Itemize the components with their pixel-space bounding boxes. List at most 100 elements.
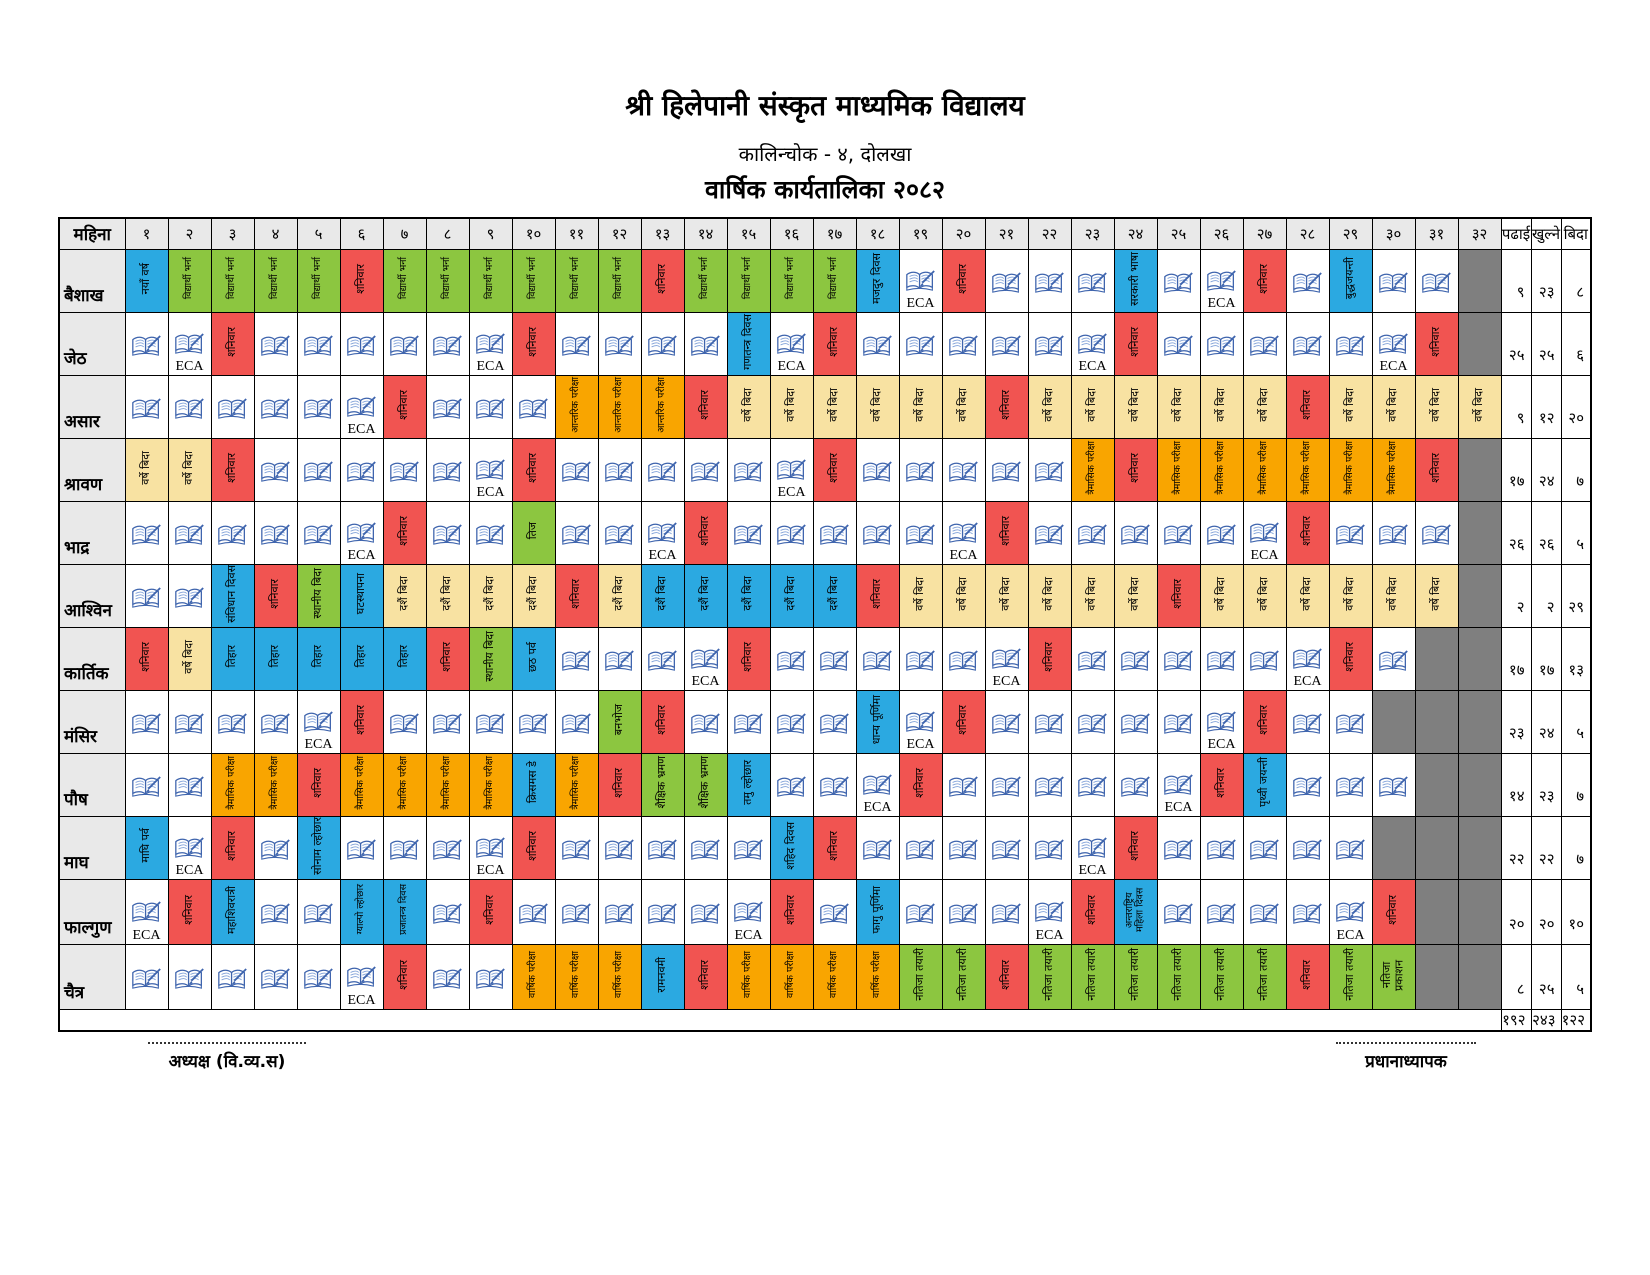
book-pen-icon <box>1163 334 1194 358</box>
eca-label: ECA <box>1293 673 1322 689</box>
exam-day-cell: त्रैमासिक परीक्षा <box>1285 437 1330 502</box>
school-day-cell <box>898 878 943 945</box>
activity-day-cell: विद्यार्थी भर्ना <box>468 248 513 313</box>
eca-label: ECA <box>734 927 763 943</box>
book-pen-icon <box>174 775 205 799</box>
saturday-cell: शनिवार <box>339 689 384 754</box>
khulne-value: २५ <box>1530 943 1562 1010</box>
activity-day-cell: नतिजा तयारी <box>941 943 986 1010</box>
book-pen-icon <box>1378 523 1409 547</box>
school-day-cell: ECA <box>1285 626 1330 691</box>
book-pen-icon <box>1034 712 1065 736</box>
day-label: वर्षे बिदा <box>1042 576 1056 611</box>
school-day-cell <box>597 626 642 691</box>
saturday-cell: शनिवार <box>984 943 1029 1010</box>
book-pen-icon <box>776 332 807 356</box>
day-label: तिहार <box>397 645 411 668</box>
school-day-cell <box>1113 500 1158 565</box>
day-label: शनिवार <box>870 578 884 609</box>
event-day-cell: शहिद दिवस <box>769 815 814 880</box>
day-label: तिहार <box>354 645 368 668</box>
day-number-header: ४ <box>253 217 298 250</box>
padhai-value: २६ <box>1500 500 1532 565</box>
school-day-cell <box>167 943 212 1010</box>
day-label: त्रैमासिक परीक्षा <box>1215 440 1227 495</box>
saturday-cell: शनिवार <box>812 437 857 502</box>
day-label: शनिवार <box>354 263 368 294</box>
school-day-cell <box>1070 689 1115 754</box>
day-number-header: १५ <box>726 217 771 250</box>
school-day-cell <box>468 943 513 1010</box>
activity-day-cell: नतिजा तयारी <box>1199 943 1244 1010</box>
activity-day-cell: विद्यार्थी भर्ना <box>597 248 642 313</box>
book-pen-icon <box>260 902 291 926</box>
school-day-cell <box>296 374 341 439</box>
school-day-cell <box>253 943 298 1010</box>
school-day-cell <box>124 689 169 754</box>
event-day-cell: संविधान दिवस <box>210 563 255 628</box>
school-day-cell: ECA <box>1242 500 1287 565</box>
day-number-header: १७ <box>812 217 857 250</box>
book-pen-icon <box>303 902 334 926</box>
school-day-cell <box>124 943 169 1010</box>
day-label: वर्षे बिदा <box>956 387 970 422</box>
day-label: शनिवार <box>225 326 239 357</box>
holiday-day-cell: वर्षे बिदा <box>812 374 857 439</box>
day-number-header: १९ <box>898 217 943 250</box>
book-pen-icon <box>1335 775 1366 799</box>
school-day-cell <box>1070 500 1115 565</box>
event-day-cell: क्रिसमस डे <box>511 752 556 817</box>
day-label: नतिजा तयारी <box>1128 948 1142 1001</box>
school-day-cell: ECA <box>1070 815 1115 880</box>
activity-day-cell: विद्यार्थी भर्ना <box>769 248 814 313</box>
saturday-cell: शनिवार <box>1113 815 1158 880</box>
day-label: त्रैमासिक परीक्षा <box>441 755 453 810</box>
book-pen-icon <box>561 712 592 736</box>
book-pen-icon <box>991 712 1022 736</box>
saturday-cell: शनिवार <box>382 943 427 1010</box>
day-label: शनिवार <box>268 578 282 609</box>
school-day-cell: ECA <box>726 878 771 945</box>
day-number-header: २९ <box>1328 217 1373 250</box>
day-label: शनिवार <box>483 894 497 925</box>
day-number-header: २७ <box>1242 217 1287 250</box>
day-label: वार्षिक परीक्षा <box>613 950 625 999</box>
book-pen-icon <box>905 710 936 734</box>
day-label: शनिवार <box>999 515 1013 546</box>
holiday-day-cell: वर्षे बिदा <box>167 626 212 691</box>
activity-day-cell: शैक्षिक भ्रमण <box>683 752 728 817</box>
school-day-cell <box>296 311 341 376</box>
event-day-cell: घटस्थापना <box>339 563 384 628</box>
school-day-cell: ECA <box>1070 311 1115 376</box>
book-pen-icon <box>1163 902 1194 926</box>
saturday-cell: शनिवार <box>726 626 771 691</box>
empty-day-cell <box>1457 563 1502 628</box>
book-pen-icon <box>475 523 506 547</box>
event-day-cell: माघि पर्व <box>124 815 169 880</box>
book-pen-icon <box>303 710 334 734</box>
exam-day-cell: त्रैमासिक परीक्षा <box>210 752 255 817</box>
book-pen-icon <box>776 775 807 799</box>
exam-day-cell: त्रैमासिक परीक्षा <box>1199 437 1244 502</box>
book-pen-icon <box>905 523 936 547</box>
holiday-day-cell: वर्षे बिदा <box>1242 563 1287 628</box>
book-pen-icon <box>1206 649 1237 673</box>
saturday-cell: शनिवार <box>640 248 685 313</box>
school-day-cell <box>726 500 771 565</box>
book-pen-icon <box>1034 271 1065 295</box>
eca-label: ECA <box>1207 736 1236 752</box>
month-name-cell: भाद्र <box>58 500 126 565</box>
holiday-day-cell: दशैं बिदा <box>597 563 642 628</box>
empty-day-cell <box>1457 500 1502 565</box>
grand-total-bida: १२२ <box>1560 1008 1592 1032</box>
school-day-cell <box>1199 311 1244 376</box>
school-day-cell: ECA <box>1027 878 1072 945</box>
activity-day-cell: नतिजा तयारी <box>1328 943 1373 1010</box>
school-day-cell <box>468 374 513 439</box>
page-subtitle: कालिन्चोक - ४, दोलखा <box>738 142 912 166</box>
book-pen-icon <box>131 334 162 358</box>
book-pen-icon <box>518 902 549 926</box>
event-day-cell: गणतन्त्र दिवस <box>726 311 771 376</box>
eca-label: ECA <box>1164 799 1193 815</box>
school-day-cell <box>1285 878 1330 945</box>
